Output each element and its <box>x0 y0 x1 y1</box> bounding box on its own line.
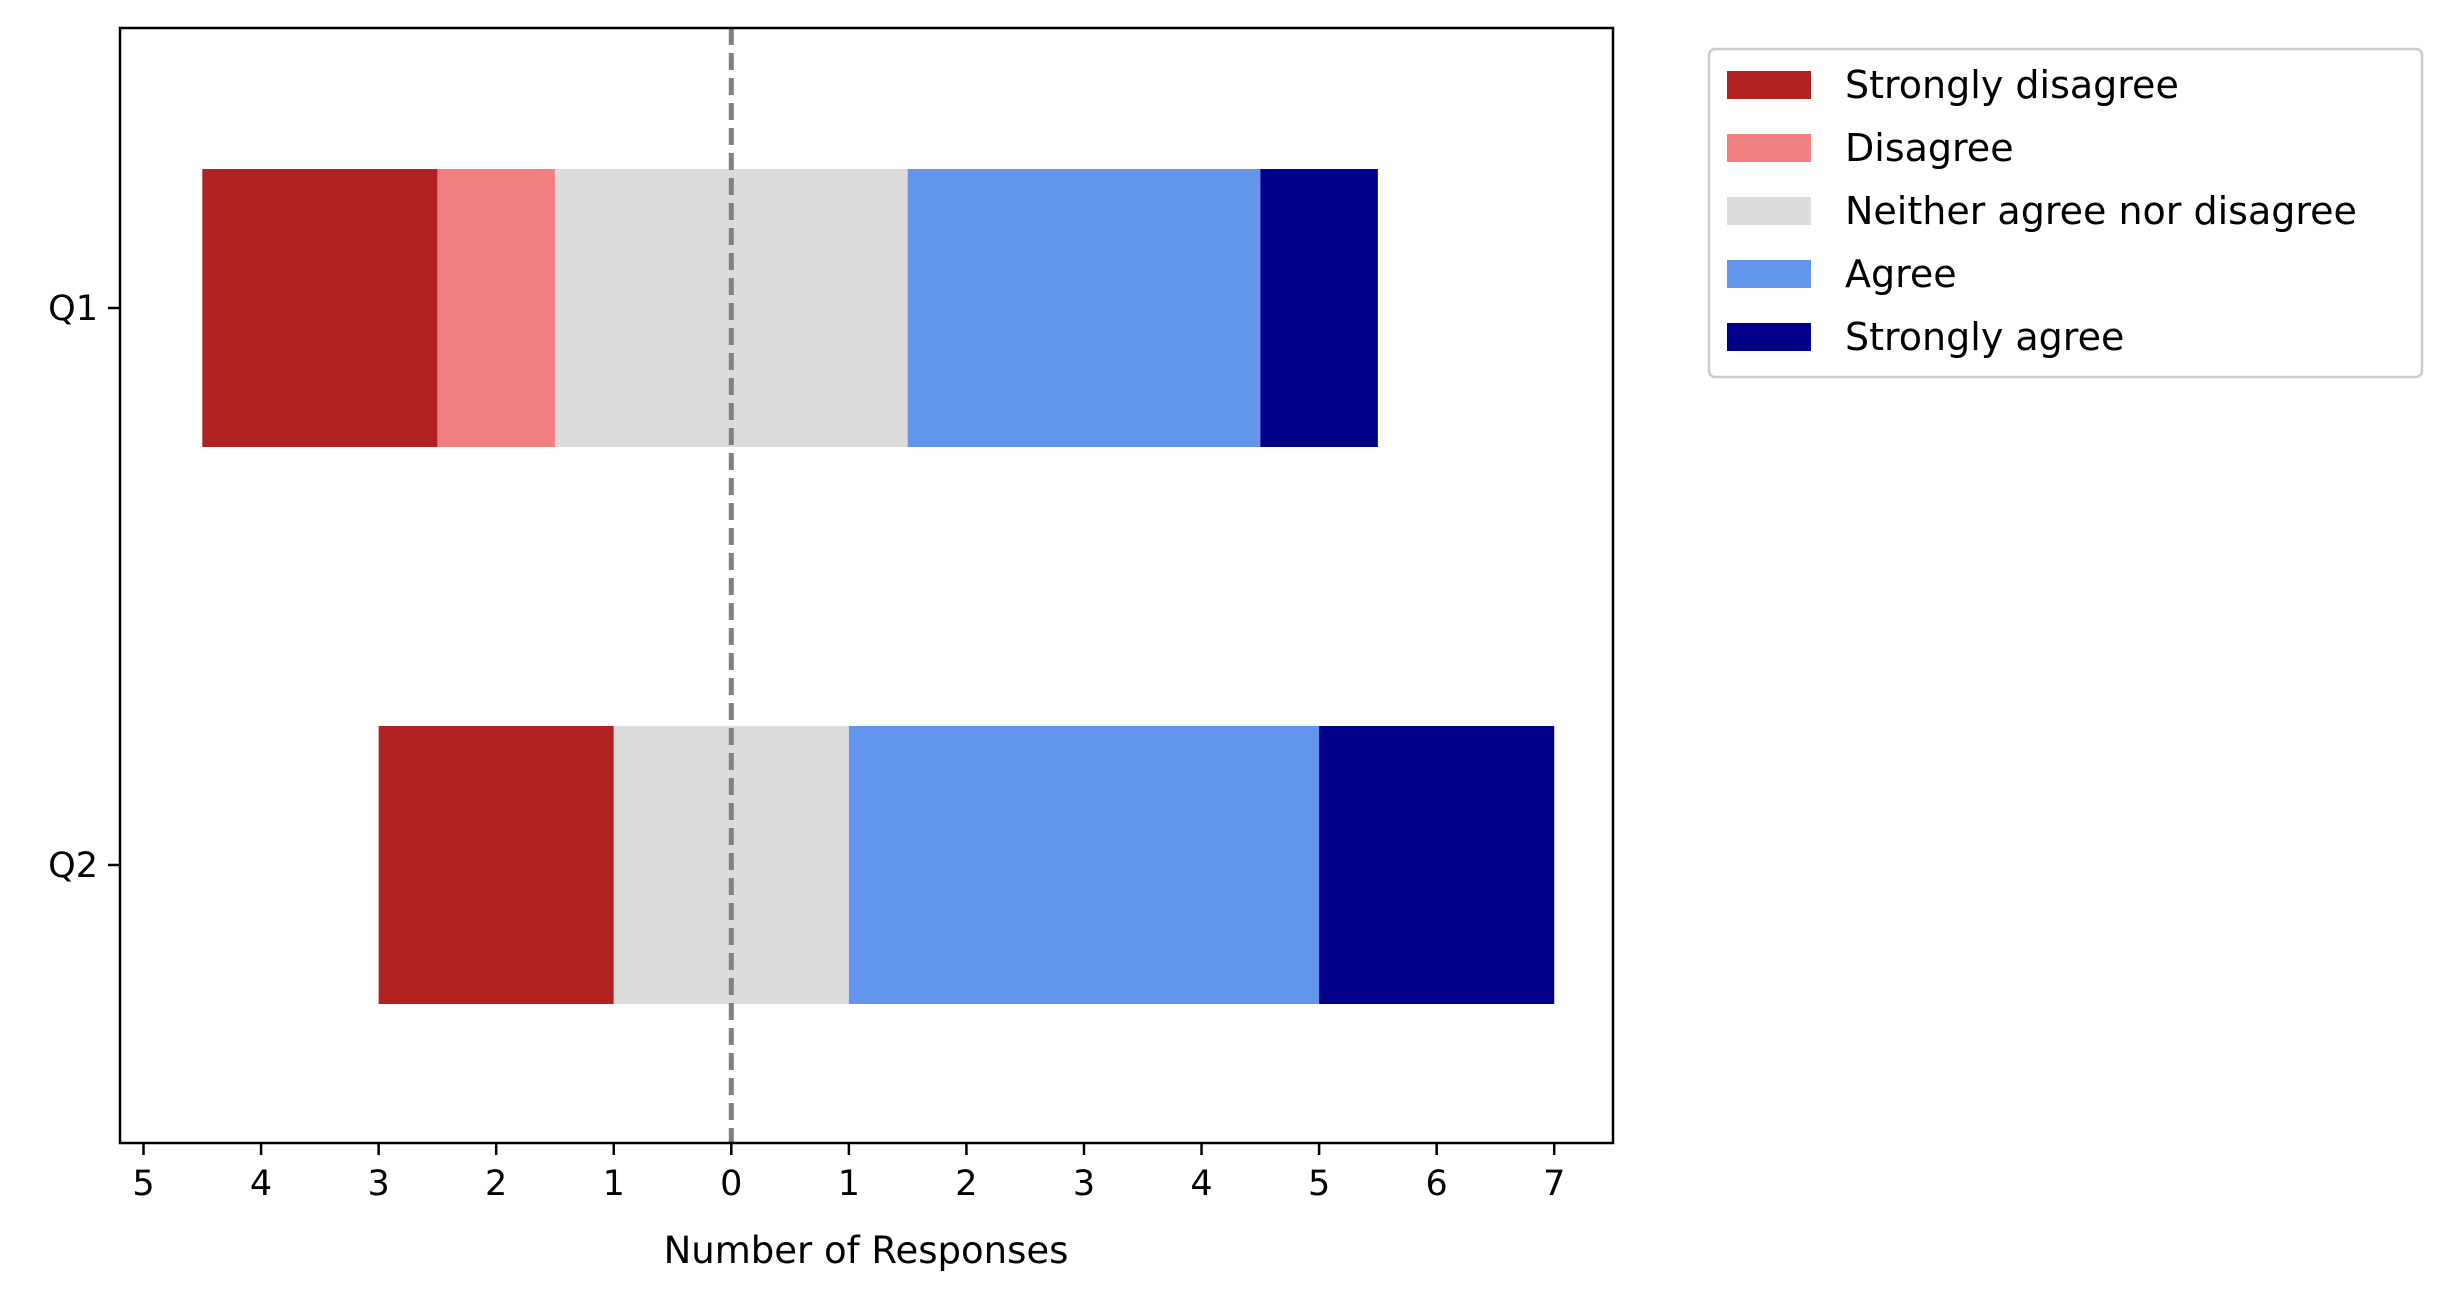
plot-frame <box>118 26 1615 1145</box>
x-tick-label: 0 <box>720 1164 742 1204</box>
legend-swatch <box>1727 134 1811 162</box>
legend: Strongly disagree Disagree Neither agree n… <box>1707 47 2424 379</box>
bar-q2-strongly-disagree <box>378 726 614 1004</box>
x-tick-label: 5 <box>1308 1164 1330 1204</box>
legend-label: Agree <box>1845 252 1957 296</box>
bars-layer <box>202 169 1555 1004</box>
legend-label: Strongly disagree <box>1845 63 2179 107</box>
legend-swatch <box>1727 323 1811 351</box>
x-tick-label: 5 <box>132 1164 154 1204</box>
x-tick-label: 7 <box>1543 1164 1565 1204</box>
x-tick-label: 6 <box>1426 1164 1448 1204</box>
y-tick-label-q1: Q1 <box>48 289 98 329</box>
bar-q1-disagree <box>437 169 555 447</box>
bar-q2-agree <box>848 726 1320 1004</box>
x-tick-label: 1 <box>603 1164 625 1204</box>
bar-q2-strongly-agree <box>1319 726 1555 1004</box>
bar-q1-strongly-disagree <box>202 169 438 447</box>
x-tick-label: 2 <box>485 1164 507 1204</box>
legend-box <box>1707 47 2424 379</box>
y-axis-ticks: Q1 Q2 <box>48 289 120 886</box>
x-tick-label: 4 <box>250 1164 272 1204</box>
legend-label: Disagree <box>1845 126 2014 170</box>
legend-swatch <box>1727 197 1811 225</box>
bar-q1-strongly-agree <box>1260 169 1378 447</box>
x-axis-ticks: 5 4 3 2 1 0 1 2 3 4 5 6 7 <box>132 1143 1565 1204</box>
x-tick-label: 3 <box>367 1164 389 1204</box>
bar-q1-agree <box>907 169 1261 447</box>
legend-swatch <box>1727 260 1811 288</box>
legend-label: Strongly agree <box>1845 315 2124 359</box>
x-tick-label: 2 <box>955 1164 977 1204</box>
x-axis-title: Number of Responses <box>664 1229 1069 1272</box>
legend-swatch <box>1727 71 1811 99</box>
legend-label: Neither agree nor disagree <box>1845 189 2357 233</box>
y-tick-label-q2: Q2 <box>48 846 98 886</box>
x-tick-label: 4 <box>1190 1164 1212 1204</box>
x-tick-label: 3 <box>1073 1164 1095 1204</box>
x-tick-label: 1 <box>838 1164 860 1204</box>
